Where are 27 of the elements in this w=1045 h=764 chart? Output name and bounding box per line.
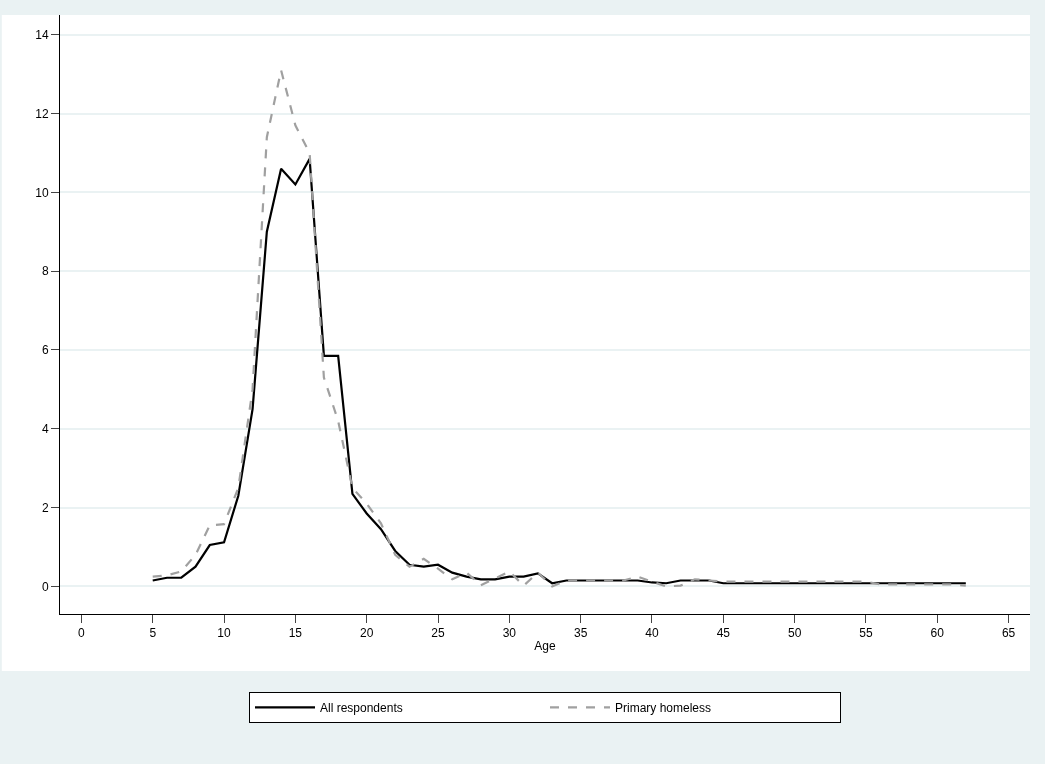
x-tick-label: 0 — [78, 626, 86, 641]
y-tick-label: 14 — [35, 27, 49, 42]
legend-label: All respondents — [320, 701, 403, 716]
y-tick-label: 2 — [41, 500, 49, 515]
y-tick-label: 12 — [35, 106, 49, 121]
y-tick-label: 4 — [41, 421, 49, 436]
line-series — [151, 157, 967, 585]
x-tick-label: 65 — [1001, 626, 1016, 641]
x-tick-label: 50 — [787, 626, 802, 641]
x-tick-label: 45 — [716, 626, 731, 641]
y-tick-label: 6 — [41, 343, 49, 358]
legend-label: Primary homeless — [615, 701, 712, 716]
line-series — [151, 69, 967, 588]
y-tick-label: 0 — [41, 579, 49, 594]
x-tick-label: 10 — [217, 626, 232, 641]
x-tick-label: 25 — [431, 626, 445, 641]
x-tick-label: 20 — [360, 626, 374, 641]
y-tick-label: 10 — [35, 185, 49, 200]
x-tick-label: 15 — [288, 626, 303, 641]
x-tick-label: 40 — [645, 626, 659, 641]
y-tick-label: 8 — [41, 264, 49, 279]
x-tick-label: 60 — [930, 626, 945, 641]
x-tick-label: 5 — [149, 626, 157, 641]
x-tick-label: 35 — [573, 626, 588, 641]
x-tick-label: 55 — [859, 626, 873, 641]
x-axis-title: Age — [534, 639, 556, 654]
x-tick-label: 30 — [502, 626, 517, 641]
